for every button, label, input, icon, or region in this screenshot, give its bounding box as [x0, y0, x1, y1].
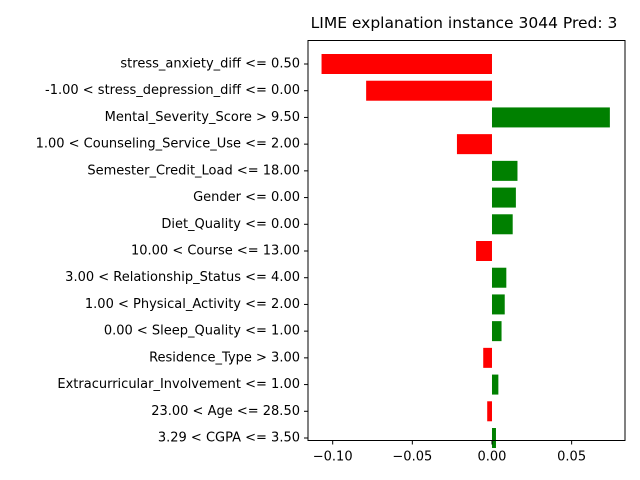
y-tick-label-9: 1.00 < Physical_Activity <= 2.00	[85, 297, 300, 312]
bar-6	[491, 214, 513, 235]
y-axis-ticks: stress_anxiety_diff <= 0.50 -1.00 < stres…	[36, 57, 308, 446]
bar-13	[487, 401, 492, 422]
y-tick-label-6: Diet_Quality <= 0.00	[161, 217, 300, 232]
bars-group	[321, 54, 610, 448]
x-axis-ticks: −0.10 −0.05 0.00 0.05	[313, 440, 586, 465]
bar-0	[321, 54, 492, 74]
y-tick-label-8: 3.00 < Relationship_Status <= 4.00	[65, 270, 300, 285]
bar-4	[491, 160, 518, 181]
y-tick-label-12: Extracurricular_Involvement <= 1.00	[57, 377, 300, 392]
y-tick-label-11: Residence_Type > 3.00	[149, 350, 300, 365]
bar-3	[456, 134, 492, 155]
bar-12	[491, 374, 499, 395]
x-tick-label-2: 0.00	[478, 450, 507, 465]
bar-9	[491, 294, 505, 315]
bar-5	[491, 187, 516, 208]
x-tick-label-0: −0.10	[313, 450, 353, 465]
y-tick-label-10: 0.00 < Sleep_Quality <= 1.00	[104, 324, 300, 339]
bar-8	[491, 267, 507, 288]
bar-11	[483, 347, 492, 368]
bar-10	[491, 321, 502, 342]
bar-14	[491, 428, 496, 448]
chart-title: LIME explanation instance 3044 Pred: 3	[311, 14, 618, 32]
y-tick-label-13: 23.00 < Age <= 28.50	[151, 404, 300, 419]
y-tick-label-4: Semester_Credit_Load <= 18.00	[87, 163, 300, 178]
y-tick-label-14: 3.29 < CGPA <= 3.50	[158, 431, 300, 446]
y-tick-label-3: 1.00 < Counseling_Service_Use <= 2.00	[36, 137, 300, 152]
x-tick-label-3: 0.05	[557, 450, 586, 465]
x-tick-label-1: −0.05	[392, 450, 432, 465]
y-tick-label-5: Gender <= 0.00	[193, 190, 300, 205]
y-tick-label-0: stress_anxiety_diff <= 0.50	[120, 57, 300, 72]
y-tick-label-1: -1.00 < stress_depression_diff <= 0.00	[45, 83, 300, 98]
bar-7	[476, 241, 492, 261]
y-tick-label-7: 10.00 < Course <= 13.00	[131, 244, 300, 259]
y-tick-label-2: Mental_Severity_Score > 9.50	[105, 110, 300, 125]
bar-1	[366, 80, 492, 101]
bar-2	[491, 107, 610, 128]
plot-area-frame	[307, 40, 626, 441]
